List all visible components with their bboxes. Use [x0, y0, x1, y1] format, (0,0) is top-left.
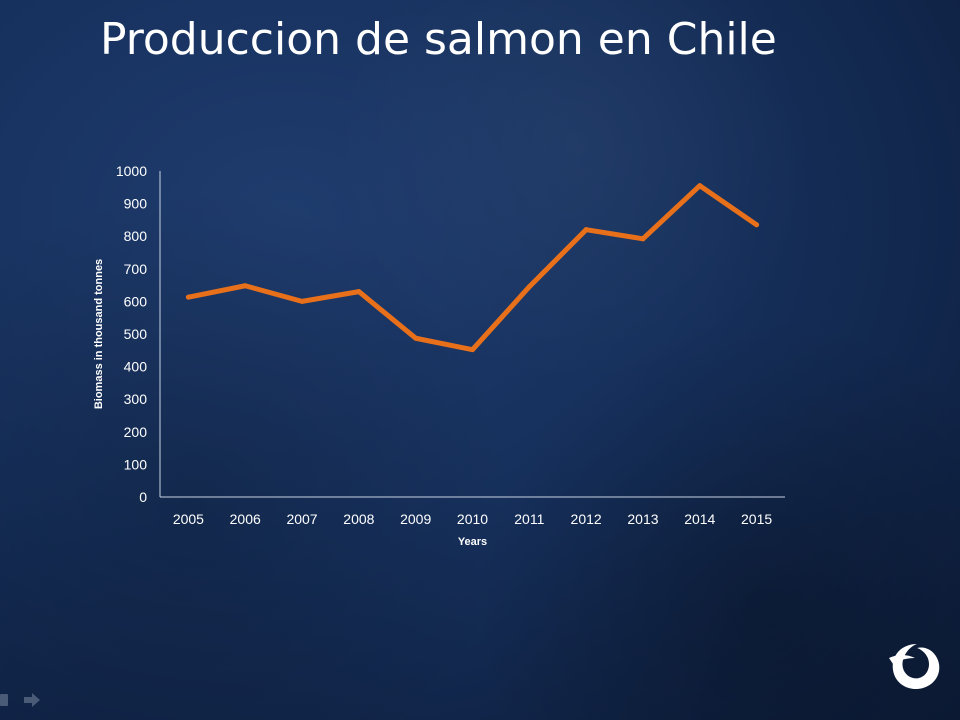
y-axis-ticks: 0 100 200 300 400 500 600 700 800 900 1000: [116, 163, 147, 505]
data-point: [356, 289, 362, 295]
y-tick-label: 700: [124, 261, 148, 277]
series-group: [185, 183, 760, 353]
y-tick-label: 500: [124, 326, 148, 342]
data-point: [185, 294, 191, 300]
x-tick-label: 2010: [457, 511, 488, 527]
data-point: [526, 284, 532, 290]
y-tick-label: 300: [124, 391, 148, 407]
slide-title: Produccion de salmon en Chile: [100, 14, 777, 65]
series-line: [185, 183, 760, 353]
y-tick-label: 800: [124, 228, 148, 244]
data-point: [754, 222, 760, 228]
data-point: [640, 236, 646, 242]
x-tick-label: 2011: [514, 511, 544, 527]
data-point: [242, 283, 248, 289]
x-tick-label: 2014: [684, 511, 715, 527]
y-tick-label: 900: [124, 196, 148, 212]
x-tick-label: 2009: [400, 511, 431, 527]
data-point: [470, 347, 475, 353]
y-tick-label: 0: [139, 489, 147, 505]
x-axis-title: Years: [458, 536, 487, 548]
x-tick-label: 2005: [173, 511, 204, 527]
y-tick-label: 1000: [116, 163, 147, 179]
x-tick-label: 2008: [343, 511, 374, 527]
x-tick-label: 2012: [571, 511, 602, 527]
x-tick-label: 2015: [741, 511, 772, 527]
data-point: [583, 227, 589, 233]
y-tick-label: 600: [124, 293, 148, 309]
x-tick-label: 2007: [286, 511, 317, 527]
arrow-right-icon[interactable]: [24, 693, 40, 707]
data-point: [299, 298, 305, 304]
y-tick-label: 400: [124, 359, 148, 375]
x-axis-ticks: 2005 2006 2007 2008 2009 2010 2011 2012 2013 2014…: [173, 511, 773, 527]
y-axis-title: Biomass in thousand tonnes: [93, 259, 105, 409]
x-tick-label: 2006: [230, 511, 261, 527]
y-tick-label: 200: [124, 424, 148, 440]
data-point: [697, 183, 703, 189]
x-tick-label: 2013: [627, 511, 658, 527]
y-tick-label: 100: [124, 456, 148, 472]
data-point: [413, 335, 419, 341]
swirl-logo-icon: [889, 644, 940, 690]
slide-navigation: [0, 693, 40, 707]
slide-control-icon[interactable]: [0, 694, 8, 706]
